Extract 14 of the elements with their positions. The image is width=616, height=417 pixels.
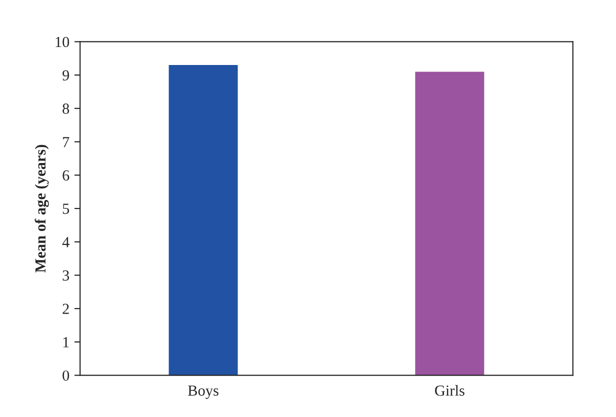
- y-tick-label: 3: [62, 270, 70, 281]
- y-tick-label: 1: [63, 337, 69, 348]
- y-tick-label: 0: [62, 370, 70, 381]
- y-tick-label: 7: [63, 137, 70, 148]
- y-axis-title: Mean of age (years): [34, 144, 49, 273]
- x-tick-label: Girls: [435, 385, 464, 396]
- x-tick-label: Boys: [188, 386, 218, 399]
- y-tick-label: 6: [62, 170, 70, 181]
- y-tick-label: 4: [62, 237, 70, 248]
- y-tick-label: 5: [62, 204, 70, 214]
- y-tick-label: 2: [62, 304, 69, 314]
- y-tick-label: 10: [56, 36, 70, 48]
- y-tick-label: 9: [62, 70, 70, 81]
- y-tick-label: 8: [62, 104, 70, 114]
